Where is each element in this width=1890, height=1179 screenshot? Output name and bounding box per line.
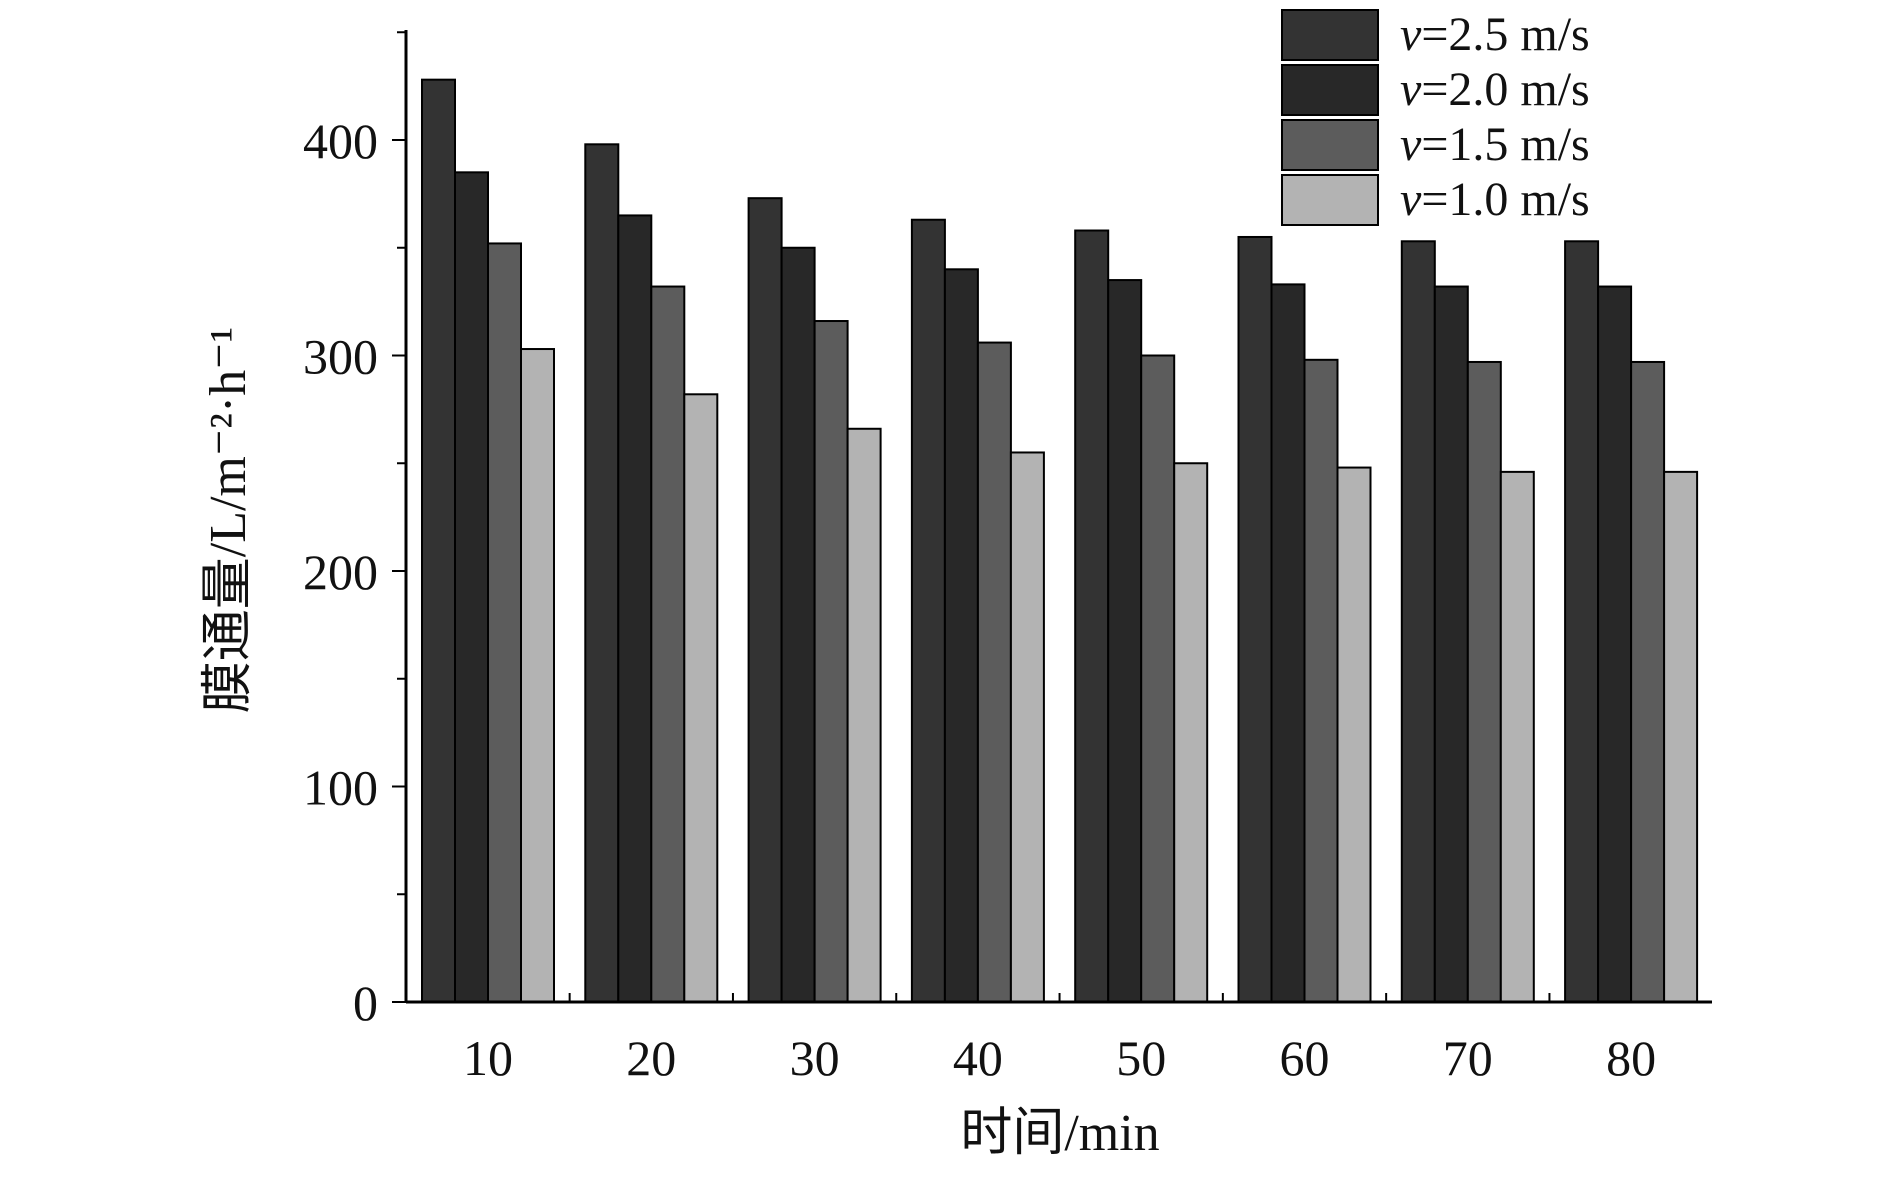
bar-40-series-2: [976, 341, 1012, 1003]
bar-80-series-0: [1564, 240, 1600, 1004]
bar-10-series-3: [520, 348, 555, 1004]
ticks-group: 10 20 30 40 50 60 70 80 0 100 200 300 400: [303, 31, 1656, 1086]
bar-50-series-1: [1107, 279, 1143, 1003]
legend-swatch: [1281, 9, 1379, 61]
bar-80-series-3: [1663, 470, 1699, 1003]
bar-60-series-2: [1303, 358, 1339, 1003]
bar-20-series-2: [650, 285, 686, 1004]
bar-30-series-3: [846, 427, 882, 1003]
x-tick-label: 70: [1443, 1030, 1493, 1086]
y-tick-label: 100: [303, 760, 378, 816]
y-tick-label: 200: [303, 544, 378, 600]
bar-30-series-1: [780, 246, 816, 1003]
legend-label: v=2.5 m/s: [1400, 8, 1590, 61]
legend-swatch: [1281, 174, 1379, 226]
bar-60-series-0: [1237, 235, 1273, 1004]
bar-10-series-0: [421, 78, 456, 1004]
bar-40-series-0: [910, 218, 946, 1004]
x-tick-label: 30: [790, 1030, 840, 1086]
x-tick-label: 40: [953, 1030, 1003, 1086]
x-tick-label: 60: [1280, 1030, 1330, 1086]
bar-70-series-3: [1499, 470, 1535, 1003]
x-tick-label: 20: [626, 1030, 676, 1086]
bar-70-series-1: [1433, 285, 1469, 1004]
y-axis-title: 膜通量/L/m⁻²·h⁻¹: [200, 327, 257, 714]
legend-label: v=1.0 m/s: [1400, 173, 1590, 226]
x-tick-label: 50: [1116, 1030, 1166, 1086]
bar-50-series-2: [1140, 354, 1176, 1003]
legend-label: v=2.0 m/s: [1400, 63, 1590, 116]
bar-20-series-1: [617, 214, 653, 1004]
bar-50-series-0: [1074, 229, 1110, 1003]
bar-70-series-0: [1400, 240, 1436, 1004]
bar-30-series-2: [813, 320, 849, 1003]
legend: v=2.5 m/sv=2.0 m/sv=1.5 m/sv=1.0 m/s: [1281, 8, 1590, 226]
bar-30-series-0: [747, 197, 783, 1003]
bar-20-series-3: [683, 393, 719, 1004]
bar-10-series-1: [454, 171, 489, 1003]
bar-80-series-1: [1597, 285, 1633, 1004]
bar-40-series-3: [1009, 451, 1045, 1004]
bars-group: [421, 78, 1699, 1004]
legend-swatch: [1281, 64, 1379, 116]
bar-70-series-2: [1466, 360, 1502, 1003]
bar-50-series-3: [1173, 462, 1209, 1003]
bar-60-series-3: [1336, 466, 1372, 1003]
bar-40-series-1: [943, 268, 979, 1003]
bar-10-series-2: [487, 242, 522, 1003]
x-tick-label: 80: [1606, 1030, 1656, 1086]
y-tick-label: 400: [303, 113, 378, 169]
x-axis-title: 时间/min: [960, 1105, 1159, 1162]
y-tick-label: 300: [303, 329, 378, 385]
x-tick-label: 10: [463, 1030, 513, 1086]
legend-swatch: [1281, 119, 1379, 171]
y-tick-label: 0: [353, 975, 378, 1031]
bar-60-series-1: [1270, 283, 1306, 1003]
legend-label: v=1.5 m/s: [1400, 118, 1590, 171]
bar-20-series-0: [584, 143, 620, 1003]
bar-80-series-2: [1630, 360, 1666, 1003]
